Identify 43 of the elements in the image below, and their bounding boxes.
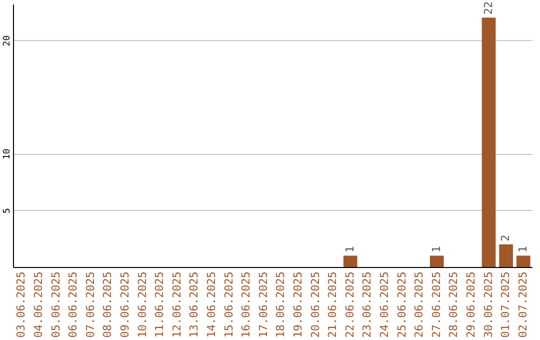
- y-tick-label: 5: [2, 208, 12, 214]
- x-tick-label: 21.06.2025: [326, 272, 340, 338]
- y-tick-label: 20: [2, 35, 12, 46]
- x-tick-label: 13.06.2025: [188, 272, 201, 338]
- bar: [343, 256, 358, 267]
- x-tick-label: 02.07.2025: [516, 272, 530, 338]
- x-tick-label: 07.06.2025: [84, 272, 97, 338]
- x-tick-label: 28.06.2025: [447, 272, 460, 338]
- x-tick-label: 06.06.2025: [66, 272, 80, 338]
- bar: [430, 256, 444, 267]
- data-label: 1: [343, 246, 356, 253]
- x-tick-label: 17.06.2025: [256, 272, 270, 338]
- data-label: 1: [430, 246, 443, 253]
- x-tick-label: 01.07.2025: [499, 272, 512, 338]
- x-tick-label: 26.06.2025: [412, 272, 426, 338]
- bar: [499, 244, 513, 267]
- x-tick-label: 04.06.2025: [32, 272, 45, 338]
- x-tick-label: 03.06.2025: [14, 272, 28, 338]
- x-tick-label: 24.06.2025: [378, 272, 391, 338]
- x-tick-label: 20.06.2025: [308, 272, 322, 338]
- x-tick-label: 16.06.2025: [240, 272, 253, 338]
- y-tick-label: 10: [2, 148, 12, 160]
- x-tick-label: 23.06.2025: [360, 272, 374, 338]
- x-tick-label: 05.06.2025: [49, 272, 62, 338]
- x-tick-label: 11.06.2025: [153, 272, 166, 338]
- x-tick-label: 08.06.2025: [101, 272, 114, 338]
- data-label: 22: [482, 1, 495, 15]
- x-tick-label: 12.06.2025: [170, 272, 184, 338]
- x-tick-label: 27.06.2025: [430, 272, 443, 338]
- bar: [482, 18, 496, 267]
- data-label: 1: [516, 246, 530, 253]
- x-tick-label: 18.06.2025: [274, 272, 288, 338]
- x-tick-label: 29.06.2025: [464, 272, 478, 338]
- x-tick-label: 30.06.2025: [482, 272, 495, 338]
- x-tick-label: 09.06.2025: [118, 272, 132, 338]
- x-tick-label: 15.06.2025: [222, 272, 236, 338]
- x-tick-label: 10.06.2025: [136, 272, 149, 338]
- x-tick-label: 14.06.2025: [204, 272, 218, 338]
- x-tick-label: 22.06.2025: [343, 272, 356, 338]
- bar: [516, 256, 530, 267]
- x-tick-label: 19.06.2025: [291, 272, 304, 338]
- data-label: 2: [499, 234, 512, 242]
- x-tick-label: 25.06.2025: [395, 272, 408, 338]
